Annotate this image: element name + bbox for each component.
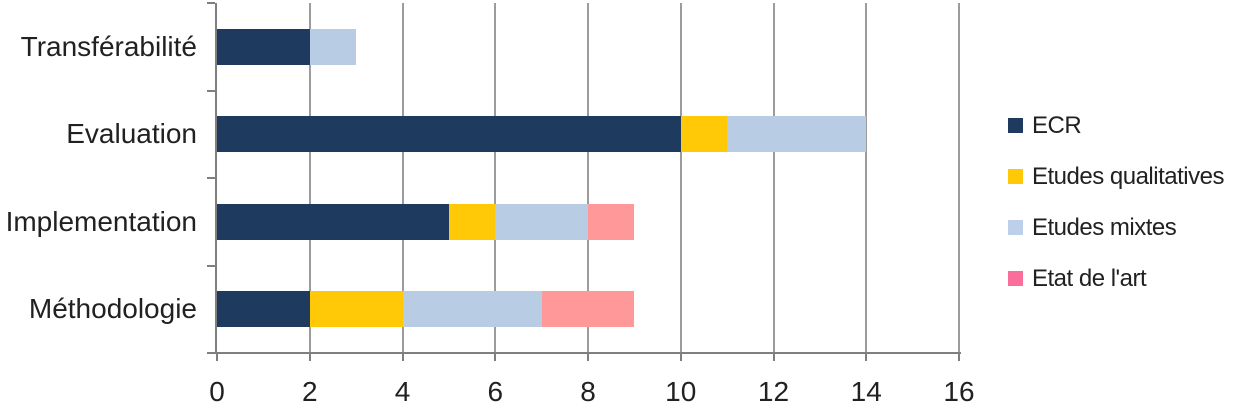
category-axis-tick xyxy=(207,352,215,354)
legend-swatch-ecr xyxy=(1008,118,1023,133)
x-tick-label: 2 xyxy=(301,376,318,407)
legend-item: Etudes qualitatives xyxy=(1008,163,1224,191)
legend-label: Etat de l'art xyxy=(1032,264,1147,292)
value-axis-tick xyxy=(216,353,218,361)
category-label: Implementation xyxy=(5,205,197,237)
value-axis-tick xyxy=(772,353,775,361)
category-label: Evaluation xyxy=(66,118,197,150)
legend-label: ECR xyxy=(1032,111,1082,139)
bar-segment-ecr xyxy=(217,203,449,240)
category-axis-tick xyxy=(207,177,215,179)
bar-segment-etat-de-l-art xyxy=(588,203,635,240)
plot-area xyxy=(207,2,961,361)
value-axis-tick xyxy=(679,353,682,361)
category-axis-line xyxy=(215,3,217,353)
category-label: Transférabilité xyxy=(20,30,197,62)
value-axis-tick xyxy=(494,353,497,361)
value-axis-tick xyxy=(587,353,589,361)
value-axis-line xyxy=(207,352,961,354)
category-axis-tick xyxy=(207,2,215,4)
bar-segment-ecr xyxy=(217,116,681,153)
value-axis-tick xyxy=(401,353,404,361)
legend-swatch-etat-de-l-art xyxy=(1008,271,1023,286)
legend-swatch-etudes-qualitatives xyxy=(1008,169,1023,184)
gridline xyxy=(401,3,404,353)
x-tick-label: 4 xyxy=(394,376,411,407)
bar-segment-etat-de-l-art xyxy=(541,291,635,328)
bar-segment-etudes-qualitatives xyxy=(448,203,496,240)
x-tick-label: 16 xyxy=(943,376,975,407)
gridline xyxy=(494,3,497,353)
x-tick-label: 0 xyxy=(209,376,225,407)
legend-label: Etudes qualitatives xyxy=(1032,162,1224,190)
gridline xyxy=(958,3,960,353)
bar-segment-ecr xyxy=(217,291,310,328)
gridline xyxy=(679,3,682,353)
legend-swatch-etudes-mixtes xyxy=(1008,220,1023,235)
gridline xyxy=(865,3,868,353)
legend-item: Etat de l'art xyxy=(1008,264,1147,293)
category-label: Méthodologie xyxy=(28,293,197,325)
bar-segment-ecr xyxy=(217,28,310,65)
x-tick-label: 8 xyxy=(580,376,596,407)
x-tick-label: 12 xyxy=(757,376,790,407)
legend-label: Etudes mixtes xyxy=(1032,213,1177,241)
legend-item: ECR xyxy=(1008,111,1082,140)
category-axis-tick xyxy=(207,265,215,267)
bar-segment-etudes-qualitatives xyxy=(680,116,728,153)
gridline xyxy=(308,3,311,353)
bar-segment-etudes-mixtes xyxy=(495,203,588,240)
bar-segment-etudes-mixtes xyxy=(727,116,867,153)
legend-item: Etudes mixtes xyxy=(1008,213,1177,242)
gridline xyxy=(772,3,775,353)
value-axis-tick xyxy=(958,353,960,361)
category-axis-tick xyxy=(207,90,215,92)
x-tick-label: 10 xyxy=(665,376,697,407)
value-axis-tick xyxy=(308,353,311,361)
value-axis-tick xyxy=(865,353,868,361)
x-tick-label: 6 xyxy=(487,376,504,407)
bar-segment-etudes-qualitatives xyxy=(309,291,403,328)
x-tick-label: 14 xyxy=(850,376,882,407)
gridline xyxy=(587,3,589,353)
bar-segment-etudes-mixtes xyxy=(402,291,542,328)
bar-segment-etudes-mixtes xyxy=(309,28,357,65)
